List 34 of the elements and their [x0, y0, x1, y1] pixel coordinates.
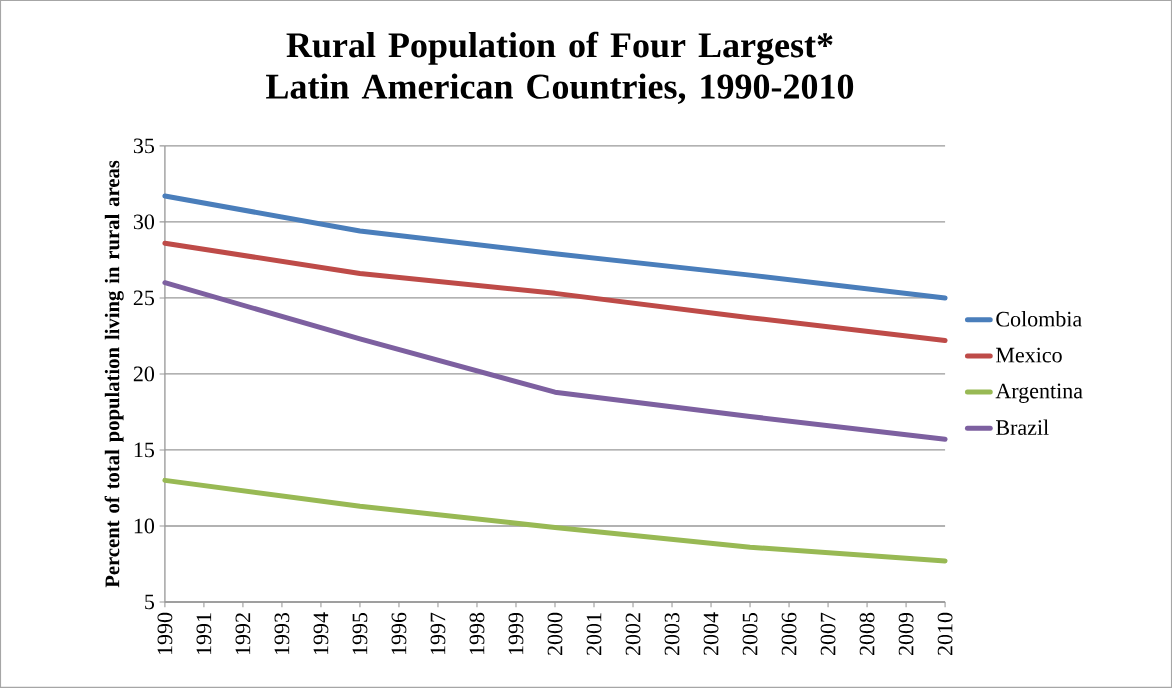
x-tick-label: 1998 [469, 612, 485, 655]
x-tick-label: 1991 [196, 613, 212, 655]
y-axis-title: Percent of total population living in rural areas [104, 160, 124, 588]
x-tick-label: 2006 [781, 612, 797, 656]
x-tick-label: 2010 [937, 612, 953, 656]
x-tick-label: 1994 [313, 612, 329, 655]
legend-label: Mexico [996, 347, 1062, 363]
x-tick-label: 1992 [235, 613, 251, 655]
x-tick-label: 2000 [547, 612, 563, 656]
x-tick-label: 2007 [820, 612, 836, 656]
x-tick-label: 1995 [352, 612, 368, 655]
x-tick-label: 1996 [391, 612, 407, 655]
chart-title: Rural Population of Four Largest* Latin American Countries, 1990-2010 [266, 31, 854, 105]
y-tick-label: 25 [133, 290, 155, 306]
x-tick-label: 2009 [898, 613, 914, 656]
x-tick-label: 2005 [742, 612, 758, 656]
y-tick-label: 10 [134, 518, 155, 534]
x-tick-label: 1999 [508, 613, 524, 655]
y-tick-label: 5 [145, 594, 155, 610]
legend-label: Argentina [995, 383, 1083, 403]
x-tick-label: 2002 [625, 613, 641, 656]
x-tick-label: 2003 [664, 612, 680, 656]
legend-label: Colombia [996, 311, 1082, 327]
y-tick-label: 15 [134, 442, 155, 458]
x-tick-label: 1990 [157, 612, 173, 655]
y-tick-label: 35 [133, 138, 155, 154]
x-tick-label: 1997 [430, 612, 446, 655]
legend-label: Brazil [996, 419, 1049, 436]
x-tick-label: 2004 [703, 612, 719, 656]
x-tick-label: 2008 [859, 612, 875, 656]
x-tick-label: 2001 [586, 613, 602, 656]
y-tick-label: 30 [133, 214, 155, 230]
x-tick-label: 1993 [274, 612, 290, 655]
y-tick-label: 20 [133, 366, 155, 382]
